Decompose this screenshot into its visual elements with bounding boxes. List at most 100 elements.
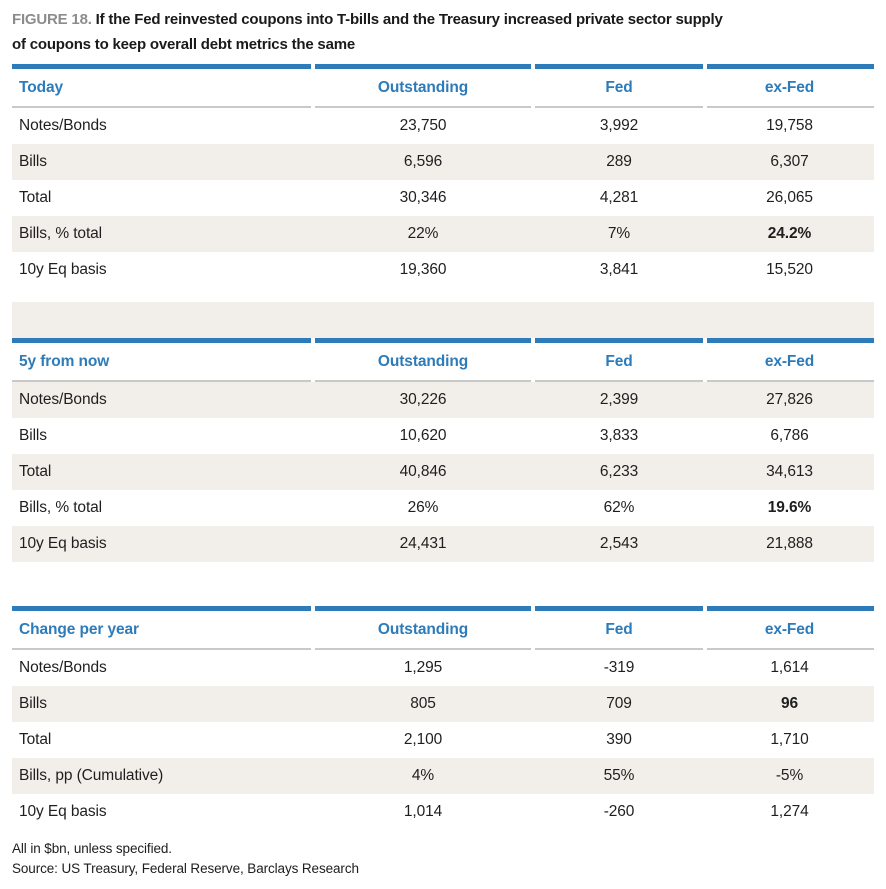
cell-outstanding: 2,100 (403, 731, 443, 748)
cell-outstanding: 805 (410, 695, 436, 712)
table-row: Total 2,100 390 1,710 (12, 722, 874, 758)
cell-exfed-highlight: 19.6% (767, 499, 812, 516)
figure-title: FIGURE 18. If the Fed reinvested coupons… (12, 7, 874, 57)
cell-fed: 6,233 (599, 463, 639, 480)
cell-outstanding: 1,014 (403, 803, 443, 820)
column-header-outstanding: Outstanding (377, 620, 469, 638)
table-row: Bills 6,596 289 6,307 (12, 144, 874, 180)
header-underline (12, 380, 874, 382)
cell-exfed: 34,613 (766, 463, 813, 480)
cell-exfed: 1,274 (770, 803, 809, 820)
cell-outstanding: 23,750 (399, 117, 447, 134)
cell-fed: -319 (603, 659, 635, 676)
row-label: Bills, pp (Cumulative) (19, 767, 164, 784)
cell-fed: -260 (603, 803, 635, 820)
table-row: Total 40,846 6,233 34,613 (12, 454, 874, 490)
footnote-units: All in $bn, unless specified. (12, 841, 172, 856)
table-row: 10y Eq basis 24,431 2,543 21,888 (12, 526, 874, 562)
footnote-source: Source: US Treasury, Federal Reserve, Ba… (12, 861, 359, 876)
cell-fed: 62% (603, 499, 635, 516)
row-label: Total (19, 463, 52, 480)
cell-fed: 289 (606, 153, 632, 170)
row-label: 10y Eq basis (19, 803, 107, 820)
table-gap (12, 562, 874, 606)
cell-fed: 3,833 (599, 427, 639, 444)
cell-fed: 55% (603, 767, 635, 784)
column-header-fed: Fed (605, 352, 633, 370)
table-row: Notes/Bonds 1,295 -319 1,614 (12, 650, 874, 686)
table-row: Notes/Bonds 23,750 3,992 19,758 (12, 108, 874, 144)
cell-outstanding: 1,295 (403, 659, 443, 676)
table-row: Total 30,346 4,281 26,065 (12, 180, 874, 216)
cell-exfed: 19,758 (766, 117, 813, 134)
table-change-per-year: Change per year Outstanding Fed ex-Fed N… (12, 606, 874, 830)
table-today: Today Outstanding Fed ex-Fed Notes/Bonds… (12, 64, 874, 288)
table-row: Bills 10,620 3,833 6,786 (12, 418, 874, 454)
table-row: Bills, % total 22% 7% 24.2% (12, 216, 874, 252)
cell-fed: 2,399 (599, 391, 639, 408)
row-label: 10y Eq basis (19, 535, 107, 552)
table-row: Bills, % total 26% 62% 19.6% (12, 490, 874, 526)
table-row: Notes/Bonds 30,226 2,399 27,826 (12, 382, 874, 418)
row-label: Notes/Bonds (19, 659, 107, 676)
table-gap (12, 288, 874, 302)
cell-exfed: 6,307 (770, 153, 809, 170)
table-5y-from-now: 5y from now Outstanding Fed ex-Fed Notes… (12, 338, 874, 562)
table-row: 10y Eq basis 1,014 -260 1,274 (12, 794, 874, 830)
cell-outstanding: 4% (411, 767, 435, 784)
cell-exfed-highlight: 24.2% (767, 225, 812, 242)
footnotes: All in $bn, unless specified. Source: US… (12, 839, 874, 879)
cell-exfed-highlight: 96 (780, 695, 799, 712)
cell-outstanding: 30,226 (399, 391, 447, 408)
header-underline (12, 648, 874, 650)
table-top-rule (12, 606, 874, 611)
cell-fed: 2,543 (599, 535, 639, 552)
row-label: Bills, % total (19, 499, 103, 516)
cell-outstanding: 30,346 (399, 189, 447, 206)
cell-fed: 3,992 (599, 117, 639, 134)
cell-outstanding: 26% (407, 499, 439, 516)
table-header-row: Today Outstanding Fed ex-Fed (12, 69, 874, 106)
cell-fed: 390 (606, 731, 632, 748)
cell-outstanding: 10,620 (399, 427, 447, 444)
column-header-exfed: ex-Fed (764, 620, 815, 638)
figure-number-label: FIGURE 18. (12, 11, 92, 28)
cell-fed: 4,281 (599, 189, 639, 206)
cell-fed: 7% (607, 225, 631, 242)
cell-fed: 709 (606, 695, 632, 712)
table-header-row: Change per year Outstanding Fed ex-Fed (12, 611, 874, 648)
row-label: Bills (19, 427, 47, 444)
row-label: Total (19, 189, 52, 206)
table-top-rule (12, 64, 874, 69)
table-row: Bills, pp (Cumulative) 4% 55% -5% (12, 758, 874, 794)
cell-outstanding: 19,360 (399, 261, 447, 278)
column-header-exfed: ex-Fed (764, 78, 815, 96)
figure-title-line2: of coupons to keep overall debt metrics … (12, 36, 355, 53)
row-label: Bills, % total (19, 225, 103, 242)
table-row: Bills 805 709 96 (12, 686, 874, 722)
table-header-row: 5y from now Outstanding Fed ex-Fed (12, 343, 874, 380)
column-header-outstanding: Outstanding (377, 78, 469, 96)
cell-outstanding: 6,596 (403, 153, 443, 170)
table-title: 5y from now (19, 352, 110, 370)
spacer-stripe (12, 302, 874, 338)
table-row: 10y Eq basis 19,360 3,841 15,520 (12, 252, 874, 288)
row-label: Total (19, 731, 52, 748)
cell-exfed: 1,710 (770, 731, 809, 748)
column-header-fed: Fed (605, 620, 633, 638)
cell-exfed: 27,826 (766, 391, 813, 408)
column-header-exfed: ex-Fed (764, 352, 815, 370)
column-header-outstanding: Outstanding (377, 352, 469, 370)
cell-exfed: 1,614 (770, 659, 809, 676)
cell-exfed: 26,065 (766, 189, 813, 206)
cell-exfed: -5% (775, 767, 804, 784)
row-label: Bills (19, 153, 47, 170)
figure-title-line1: If the Fed reinvested coupons into T-bil… (95, 11, 723, 28)
row-label: Notes/Bonds (19, 391, 107, 408)
cell-exfed: 6,786 (770, 427, 809, 444)
cell-outstanding: 40,846 (399, 463, 447, 480)
row-label: Notes/Bonds (19, 117, 107, 134)
row-label: Bills (19, 695, 47, 712)
row-label: 10y Eq basis (19, 261, 107, 278)
